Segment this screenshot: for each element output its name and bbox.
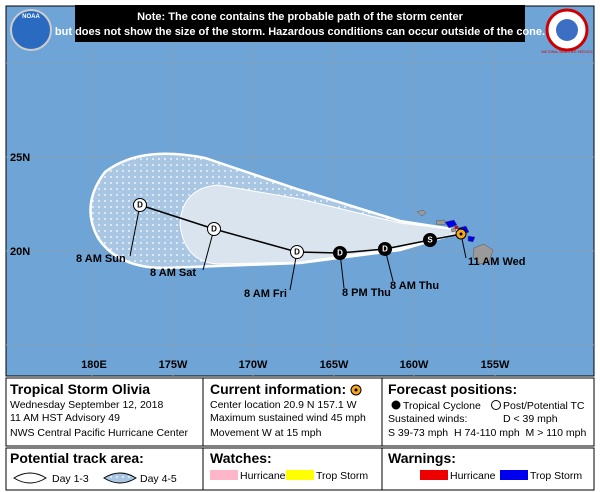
point-symbol: D [382,245,388,254]
warn-hurricane-swatch [420,470,448,480]
watches-heading: Watches: [210,450,272,466]
winds-scale: S 39-73 mph H 74-110 mph M > 110 mph [388,427,587,439]
forecast-point [207,222,221,236]
winds-d: D < 39 mph [503,413,558,425]
lat-label: 25N [10,152,30,164]
forecast-point [290,245,304,259]
storm-date: Wednesday September 12, 2018 [10,399,163,411]
warnings-heading: Warnings: [388,450,456,466]
cone-day1-3 [179,184,466,265]
notice: but does not show the size of the storm.… [55,26,545,38]
forecast-point [423,233,437,247]
point-symbol: S [427,236,433,245]
watch-storm-swatch [286,470,314,480]
logo-text: NATIONAL WEATHER SERVICE [541,50,593,54]
point-label: 8 AM Sun [76,253,126,265]
point-label: 11 AM Wed [468,256,525,268]
point-symbol: D [337,249,343,258]
islands [416,209,494,265]
lon-label: 180E [81,359,107,371]
storm-center: NWS Central Pacific Hurricane Center [10,427,188,439]
lon-label: 175W [159,359,188,371]
point-label: 8 AM Fri [244,288,287,300]
warn-storm: Trop Storm [530,470,582,482]
current-line: Maximum sustained wind 45 mph [210,412,366,424]
storm-advisory: 11 AM HST Advisory 49 [10,412,120,424]
notice: Note: The cone contains the probable pat… [137,11,463,23]
warn-hurricane: Hurricane [450,470,496,482]
info-panel [5,377,595,447]
noaa-logo [10,9,52,51]
nws-logo-inner [556,19,578,41]
watch-hurricane-swatch [210,470,238,480]
forecast-point [133,198,147,212]
day45: Day 4-5 [140,473,177,485]
watch-hurricane: Hurricane [240,470,286,482]
legend-panel [5,447,595,491]
point-symbol: D [294,248,300,257]
lon-label: 170W [239,359,268,371]
forecast-point [333,246,347,260]
forecast-point [378,242,392,256]
current-position-dot [459,232,463,236]
forecast-heading: Forecast positions: [388,381,517,397]
day13: Day 1-3 [52,473,89,485]
current-line: Movement W at 15 mph [210,427,322,439]
current-heading: Current information: [210,381,346,397]
winds-label: Sustained winds: [388,413,467,425]
warn-storm-swatch [500,470,528,480]
point-label: 8 AM Thu [390,280,439,292]
current-line: Center location 20.9 N 157.1 W [210,399,357,411]
track-heading: Potential track area: [10,450,144,466]
point-symbol: D [137,201,143,210]
lon-label: 160W [400,359,429,371]
lon-label: 155W [481,359,510,371]
point-label: 8 AM Sat [150,267,196,279]
logo-text: NOAA [22,14,40,20]
point-label: 8 PM Thu [342,287,391,299]
point-symbol: D [211,225,217,234]
lat-label: 20N [10,246,30,258]
legend-tc: Tropical Cyclone [403,400,481,412]
storm-name: Tropical Storm Olivia [10,381,150,397]
notice-box [75,5,525,42]
legend-post: Post/Potential TC [503,400,585,412]
lon-label: 165W [320,359,349,371]
label-leaders [129,204,467,291]
watch-storm: Trop Storm [316,470,368,482]
